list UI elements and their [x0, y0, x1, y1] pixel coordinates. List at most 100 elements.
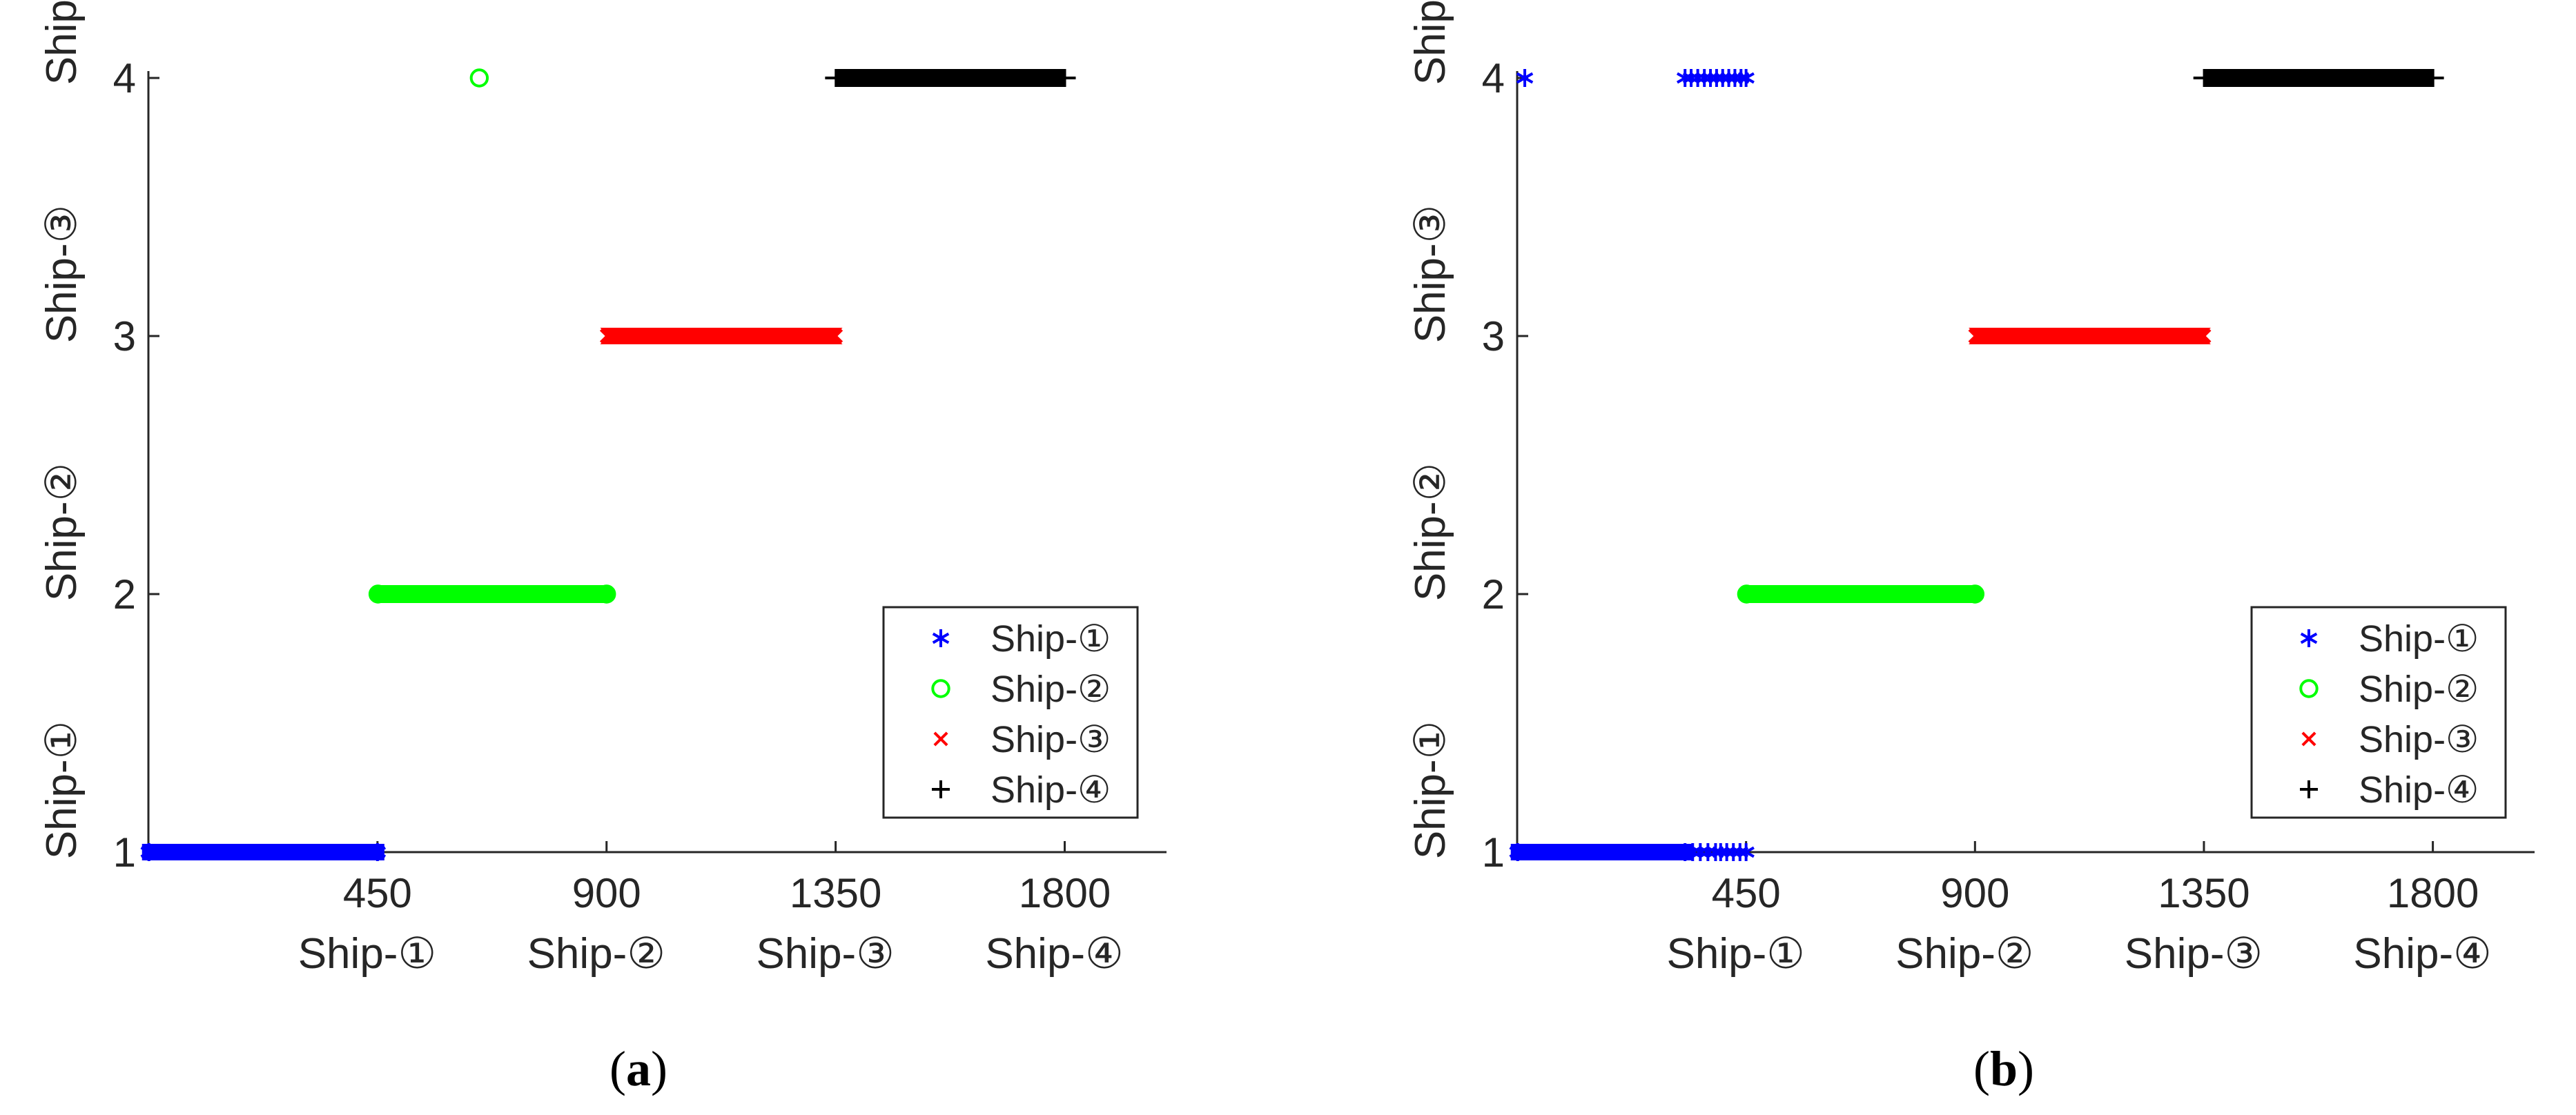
legend-item: Ship-③ [933, 719, 1111, 760]
legend-marker-circle [2299, 679, 2319, 698]
x-group-label: Ship-② [1895, 930, 2033, 978]
y-tick-label: 4 [113, 55, 136, 101]
chart-panel-a: 450 Ship-① 900 Ship-② 1350 Ship-③ 1800 Ship-④ 1 S… [38, 0, 1167, 1096]
series-band-ship-2 [369, 585, 616, 603]
x-tick-label: 1350 [790, 870, 881, 916]
series-band-ship-3 [600, 328, 843, 344]
data-point [368, 584, 388, 604]
legend-label: Ship-③ [991, 719, 1111, 760]
data-point [1737, 69, 1755, 87]
series-ship-2 [1737, 584, 1985, 604]
data-point [1516, 69, 1534, 87]
legend-label: Ship-③ [2359, 719, 2479, 760]
legend-item: Ship-① [932, 618, 1111, 660]
legend-item: Ship-④ [2300, 769, 2479, 811]
data-point [597, 584, 616, 604]
series-ship-3 [1968, 328, 2212, 344]
chart-panel-b: 450Ship-①900Ship-②1350Ship-③1800Ship-④1S… [1407, 0, 2535, 1096]
legend-marker-x [2301, 731, 2316, 747]
legend-box [2250, 606, 2507, 819]
legend-box [882, 606, 1139, 819]
caption-open-paren: ( [609, 1041, 626, 1096]
x-group-label: Ship-① [298, 930, 436, 978]
data-point [1682, 69, 1700, 87]
data-point [1718, 843, 1735, 861]
legend-item: Ship-③ [2301, 719, 2479, 760]
x-tick-label: 900 [572, 870, 641, 916]
legend-label: Ship-② [991, 669, 1111, 710]
caption-letter: a [626, 1041, 651, 1096]
caption-close-paren: ) [651, 1041, 667, 1096]
y-tick-label: 3 [1482, 313, 1505, 359]
caption-open-paren: ( [1973, 1041, 1990, 1096]
y-tick-label: 1 [113, 829, 136, 876]
y-group-label: Ship-③ [38, 205, 86, 343]
y-tick-label: 3 [113, 313, 136, 359]
legend-item: Ship-① [2300, 618, 2479, 660]
series-ship-3 [599, 328, 843, 344]
legend-label: Ship-① [2359, 618, 2479, 660]
legend-label: Ship-② [2359, 669, 2479, 710]
caption-letter: b [1990, 1041, 2018, 1096]
data-point [827, 69, 846, 87]
legend: Ship-① Ship-② Ship-③ Ship-④ [2250, 606, 2507, 819]
caption-close-paren: ) [2018, 1041, 2034, 1096]
legend-label: Ship-④ [2359, 769, 2479, 811]
data-point [140, 843, 157, 861]
series-ship-4 [2193, 69, 2444, 87]
panel-caption: (a) [609, 1041, 667, 1096]
x-tick-label: 450 [1712, 870, 1781, 916]
legend-marker-plus [2300, 780, 2318, 798]
legend-marker-asterisk [932, 629, 950, 647]
y-group-label: Ship-② [38, 463, 86, 601]
series-band-ship-2 [1737, 585, 1984, 603]
series-ship-4 [825, 69, 1076, 87]
data-point [1737, 843, 1755, 861]
series-ship-2 [368, 68, 616, 604]
legend-item: Ship-② [931, 669, 1111, 710]
data-point [2195, 69, 2214, 87]
y-tick-label: 2 [113, 571, 136, 618]
legend-item: Ship-④ [932, 769, 1111, 811]
data-point [1737, 584, 1757, 604]
legend-label: Ship-① [991, 618, 1111, 660]
legend-marker-plus [932, 780, 950, 798]
x-group-label: Ship-① [1666, 930, 1804, 978]
y-group-label: Ship-③ [1407, 205, 1454, 343]
x-tick-label: 1800 [2387, 870, 2479, 916]
legend-marker-x [933, 731, 948, 747]
x-group-label: Ship-④ [985, 930, 1123, 978]
x-tick-label: 1350 [2158, 870, 2250, 916]
y-tick-label: 1 [1482, 829, 1505, 876]
data-point [1965, 584, 1985, 604]
data-point [599, 328, 615, 344]
data-point [369, 843, 387, 861]
legend-label: Ship-④ [991, 769, 1111, 811]
x-group-label: Ship-③ [2125, 930, 2263, 978]
data-point [1968, 328, 1983, 344]
series-band-ship-1 [142, 844, 384, 860]
x-tick-label: 450 [343, 870, 412, 916]
legend-marker-circle [931, 679, 950, 698]
y-group-label: Ship-② [1407, 463, 1454, 601]
series-band-ship-1 [1510, 844, 1692, 860]
x-group-label: Ship-④ [2353, 930, 2491, 978]
panel-caption: (b) [1973, 1041, 2034, 1096]
legend: Ship-① Ship-② Ship-③ Ship-④ [882, 606, 1139, 819]
x-group-label: Ship-② [527, 930, 665, 978]
y-group-label: Ship-① [1407, 721, 1454, 859]
y-tick-label: 2 [1482, 571, 1505, 618]
legend-item: Ship-② [2299, 669, 2479, 710]
y-group-label: Ship-④ [1407, 0, 1454, 85]
y-tick-label: 4 [1482, 55, 1505, 101]
data-point [828, 328, 843, 344]
data-point [2196, 328, 2212, 344]
x-tick-label: 1800 [1019, 870, 1111, 916]
series-band-ship-3 [1969, 328, 2211, 344]
x-tick-label: 900 [1940, 870, 2009, 916]
data-point [469, 68, 489, 88]
data-point [2423, 69, 2442, 87]
series-ship-1 [1509, 69, 1755, 861]
y-group-label: Ship-④ [38, 0, 86, 85]
